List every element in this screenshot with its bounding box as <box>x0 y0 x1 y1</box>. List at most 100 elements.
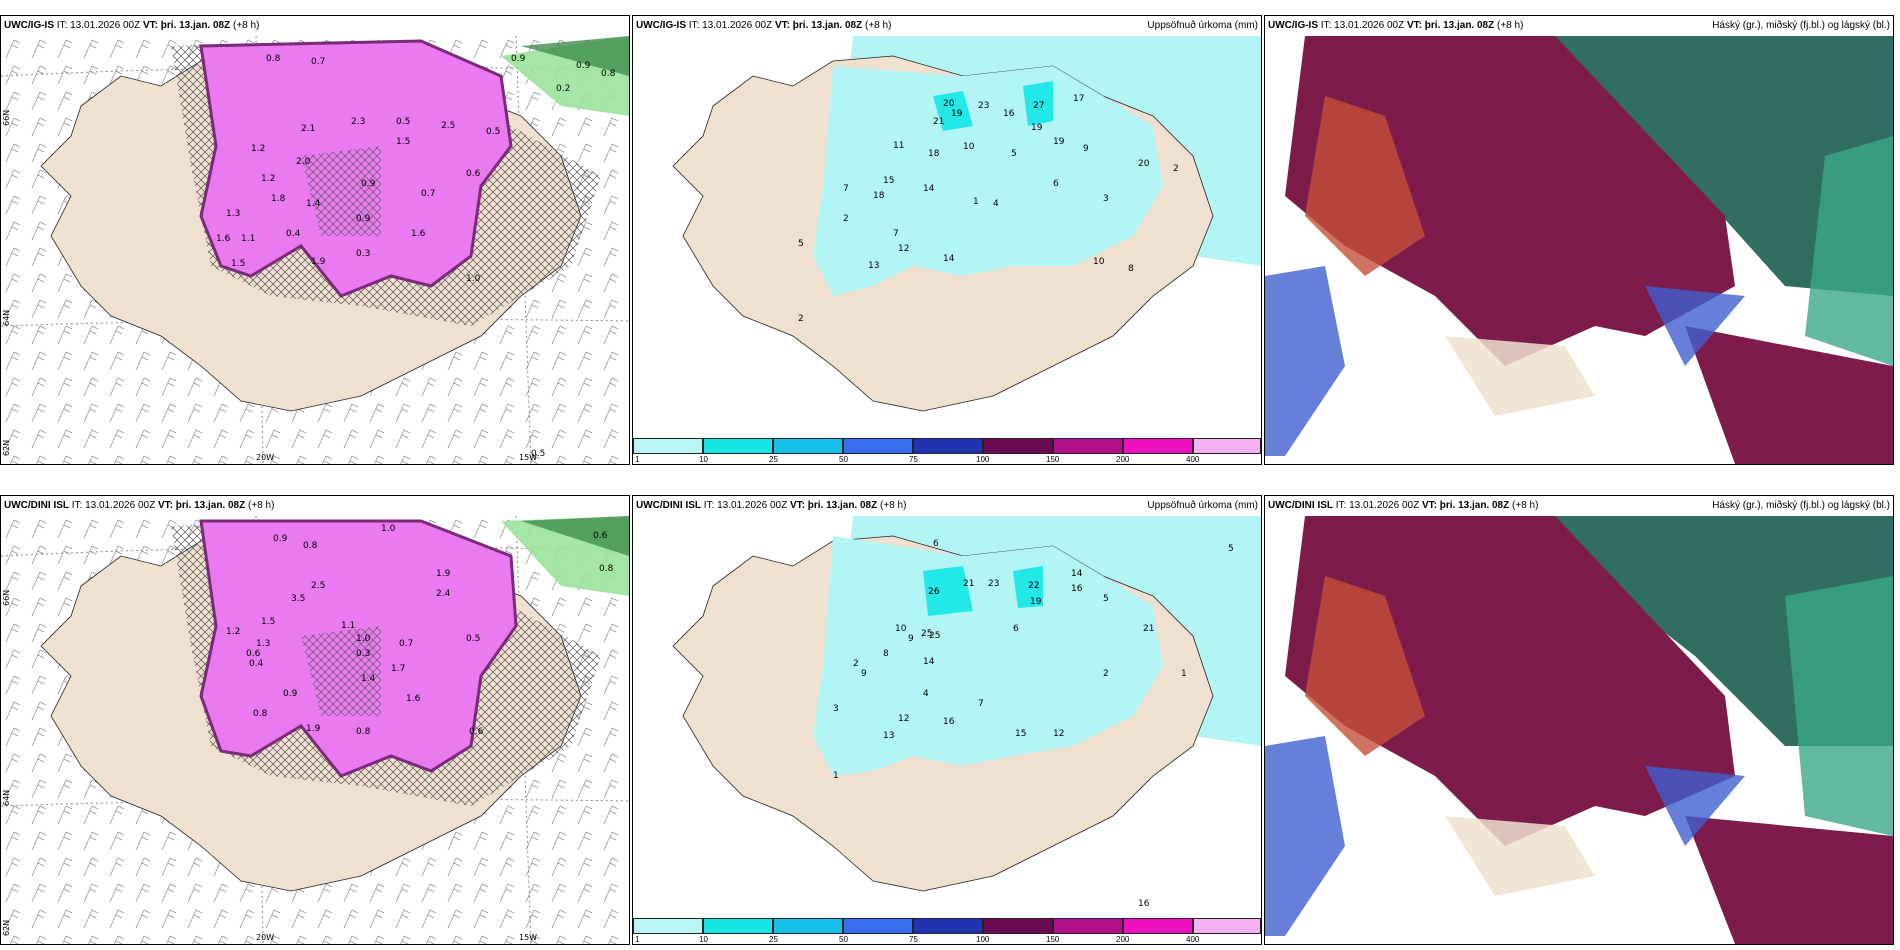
vt-label: VT: <box>157 500 173 511</box>
value-label: 4 <box>923 689 929 699</box>
value-label: 1 <box>833 771 839 781</box>
value-label: 1.0 <box>356 634 371 644</box>
lon-label: 15W <box>519 933 537 942</box>
panel-header: UWC/IG-IS IT: 13.01.2026 00Z VT: þri. 13… <box>1 16 629 36</box>
value-label: 7 <box>893 229 899 239</box>
colorbar-tick: 150 <box>1046 935 1060 944</box>
panel-title: Háský (gr.), miðský (fj.bl.) og lágský (… <box>1712 500 1890 511</box>
it-value: 13.01.2026 00Z <box>85 500 156 511</box>
value-label: 0.8 <box>253 709 268 719</box>
it-value: 13.01.2026 00Z <box>717 500 788 511</box>
value-label: 2 <box>1173 164 1179 174</box>
value-label: 26 <box>928 587 940 597</box>
map-clouds-igis <box>1265 36 1893 464</box>
value-label: 0.7 <box>421 189 435 199</box>
value-label: 0.6 <box>469 727 484 737</box>
colorbar-tick: 75 <box>909 455 918 464</box>
value-label: 20 <box>943 99 955 109</box>
value-label: 1.7 <box>391 664 405 674</box>
value-label: 1.6 <box>216 234 231 244</box>
value-label: 0.5 <box>486 127 500 137</box>
value-label: 6 <box>1013 624 1019 634</box>
vt-label: VT: <box>1421 500 1437 511</box>
value-label: 5 <box>1011 149 1017 159</box>
value-label: 9 <box>908 634 914 644</box>
value-label: 19 <box>1030 597 1042 607</box>
lat-label: 62N <box>2 440 11 456</box>
colorbar-segment <box>913 438 983 454</box>
value-label: 5 <box>798 239 804 249</box>
value-label: 2.5 <box>441 121 455 131</box>
lat-label: 66N <box>2 590 11 606</box>
value-label: 0.8 <box>303 541 318 551</box>
value-label: 1.0 <box>381 524 396 534</box>
value-label: 18 <box>928 149 940 159</box>
panel-header: UWC/DINI ISL IT: 13.01.2026 00Z VT: þri.… <box>1 496 629 516</box>
map-precip-dini: 6 26 21 25 23 22 19 14 16 5 10 9 25 14 8… <box>633 516 1261 916</box>
value-label: 1 <box>973 197 979 207</box>
map-wind-igis: 0.8 0.7 0.9 0.5 0.8 0.9 1.2 2.1 2.3 1.5 … <box>1 36 629 464</box>
lon-label: 20W <box>256 453 274 462</box>
value-label: 14 <box>923 184 935 194</box>
vt-value: þri. 13.jan. 08Z <box>807 500 878 511</box>
vt-value: þri. 13.jan. 08Z <box>1439 500 1510 511</box>
lead-time: (+8 h) <box>233 20 260 31</box>
value-label: 2 <box>798 314 804 324</box>
value-label: 0.9 <box>273 534 288 544</box>
value-label: 0.9 <box>511 54 526 64</box>
value-label: 19 <box>1031 123 1043 133</box>
value-label: 16 <box>1071 584 1083 594</box>
model-name: UWC/IG-IS <box>636 20 686 31</box>
value-label: 15 <box>883 176 894 186</box>
value-label: 1.4 <box>306 199 321 209</box>
panel-title: Háský (gr.), miðský (fj.bl.) og lágský (… <box>1712 20 1890 31</box>
value-label: 2.1 <box>301 124 315 134</box>
value-label: 17 <box>1073 94 1084 104</box>
value-label: 21 <box>933 117 944 127</box>
value-label: 1.5 <box>261 617 275 627</box>
value-label: 22 <box>1028 581 1039 591</box>
lon-label: 15W <box>519 453 537 462</box>
value-label: 1.1 <box>241 234 255 244</box>
value-label: 16 <box>1138 899 1150 909</box>
value-label: 13 <box>883 731 894 741</box>
colorbar-tick: 25 <box>769 935 778 944</box>
value-label: 0.7 <box>311 57 325 67</box>
colorbar-segment <box>1123 918 1193 934</box>
value-label: 0.4 <box>249 659 264 669</box>
model-name: UWC/DINI ISL <box>636 500 701 511</box>
colorbar-tick: 150 <box>1046 455 1060 464</box>
vt-value: þri. 13.jan. 08Z <box>792 20 863 31</box>
lat-label: 66N <box>2 110 11 126</box>
value-label: 5 <box>1228 544 1234 554</box>
value-label: 1.9 <box>311 257 326 267</box>
vt-value: þri. 13.jan. 08Z <box>175 500 246 511</box>
it-label: IT: <box>688 20 700 31</box>
value-label: 0.5 <box>466 634 480 644</box>
value-label: 20 <box>1138 159 1150 169</box>
panel-dini-wind: UWC/DINI ISL IT: 13.01.2026 00Z VT: þri.… <box>0 495 630 945</box>
value-label: 11 <box>893 141 904 151</box>
panel-title: Uppsöfnuð úrkoma (mm) <box>1147 20 1258 31</box>
map-precip-igis: 20 19 23 16 27 21 19 11 18 15 17 10 5 7 … <box>633 36 1261 436</box>
value-label: 14 <box>923 657 935 667</box>
value-label: 16 <box>1003 109 1015 119</box>
colorbar-segment <box>1193 918 1261 934</box>
colorbar: 1 10 25 50 75 100 150 200 400 <box>633 436 1261 464</box>
colorbar-tick: 1 <box>635 455 640 464</box>
colorbar-tick: 200 <box>1116 935 1130 944</box>
value-label: 2.5 <box>311 581 325 591</box>
it-value: 13.01.2026 00Z <box>1334 20 1405 31</box>
value-label: 1.2 <box>261 174 275 184</box>
value-label: 1.4 <box>361 674 376 684</box>
colorbar-segment <box>983 918 1053 934</box>
value-label: 19 <box>951 109 963 119</box>
panel-header: UWC/DINI ISL IT: 13.01.2026 00Z VT: þri.… <box>1265 496 1893 516</box>
value-label: 1.9 <box>306 724 321 734</box>
panel-header: UWC/IG-IS IT: 13.01.2026 00Z VT: þri. 13… <box>633 16 1261 36</box>
value-label: 3.5 <box>291 594 305 604</box>
it-label: IT: <box>1335 500 1347 511</box>
value-label: 0.5 <box>396 117 410 127</box>
value-label: 1.2 <box>251 144 265 154</box>
colorbar-segment <box>703 918 773 934</box>
